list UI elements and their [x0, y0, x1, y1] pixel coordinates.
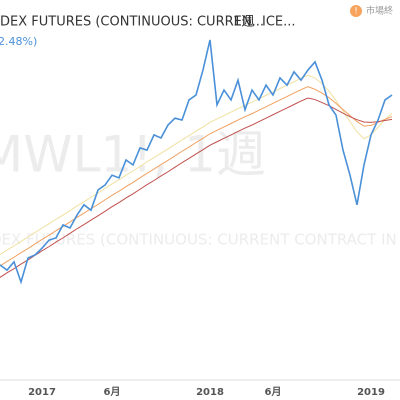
symbol: DEX FUTURES (CONTINUOUS: CURREN... — [0, 15, 264, 30]
x-tick-label: 6月 — [104, 386, 121, 398]
change: 2.48%) — [0, 35, 37, 48]
alert-icon[interactable] — [350, 5, 362, 17]
market-status: 市場終 — [366, 5, 393, 17]
header-bg — [0, 0, 400, 34]
series-line — [0, 97, 393, 278]
exchange: ICE... — [262, 15, 296, 30]
series-line — [0, 39, 393, 285]
plot — [0, 39, 393, 285]
x-tick-label: 6月 — [265, 386, 282, 398]
watermark-ticker: MWL1!, 1週 — [0, 126, 266, 184]
series-line — [0, 74, 393, 256]
x-tick-label: 2017 — [28, 387, 56, 398]
x-tick-label: 2019 — [357, 387, 385, 398]
alert-mark: ! — [354, 7, 358, 17]
x-tick-label: 2018 — [196, 387, 224, 398]
interval: 1週 — [233, 15, 254, 30]
watermark-description: DEX FUTURES (CONTINUOUS: CURRENT CONTRAC… — [0, 231, 400, 249]
